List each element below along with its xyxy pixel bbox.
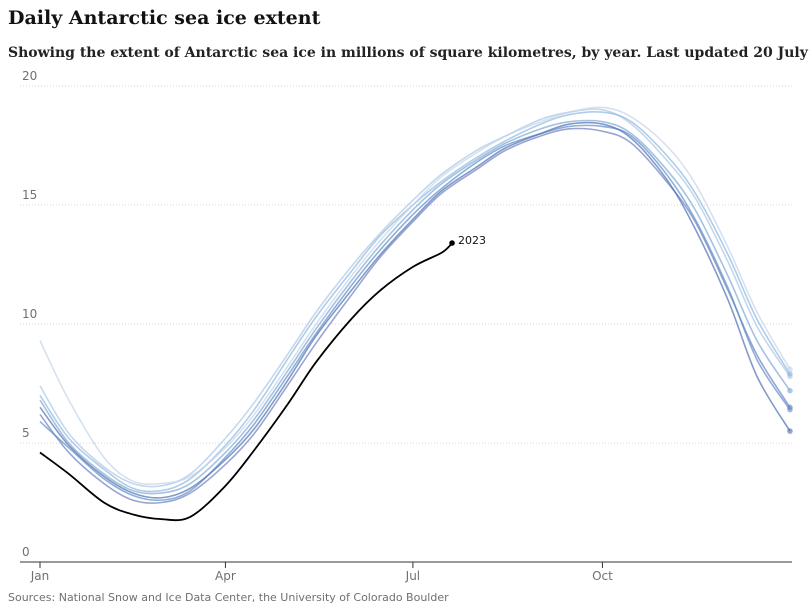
x-tick-label: Oct <box>592 569 613 583</box>
end-dot <box>787 366 793 373</box>
x-tick-label: Jul <box>405 569 420 583</box>
series-line <box>39 110 791 493</box>
series-line <box>39 119 791 495</box>
x-tick-label: Jan <box>30 569 50 583</box>
x-tick-label: Apr <box>215 569 236 583</box>
series-line <box>39 108 791 488</box>
y-tick-label: 10 <box>22 307 37 321</box>
series-line <box>39 121 791 499</box>
end-dot <box>787 371 793 377</box>
series-line <box>39 242 453 522</box>
series-label: 2023 <box>458 234 486 247</box>
end-dot <box>787 387 793 394</box>
end-dot <box>787 406 793 413</box>
series-line <box>39 124 791 502</box>
y-tick-label: 0 <box>22 545 30 559</box>
end-dot <box>787 428 793 434</box>
source: Sources: National Snow and Ice Data Cent… <box>8 591 449 604</box>
y-tick-label: 15 <box>22 188 37 202</box>
y-tick-label: 20 <box>22 69 37 83</box>
series-line <box>39 106 791 486</box>
chart-subtitle: Showing the extent of Antarctic sea ice … <box>8 45 812 61</box>
y-tick-label: 5 <box>22 426 30 440</box>
chart-title: Daily Antarctic sea ice extent <box>8 7 321 29</box>
series-line <box>39 127 791 504</box>
end-dot <box>449 240 455 246</box>
